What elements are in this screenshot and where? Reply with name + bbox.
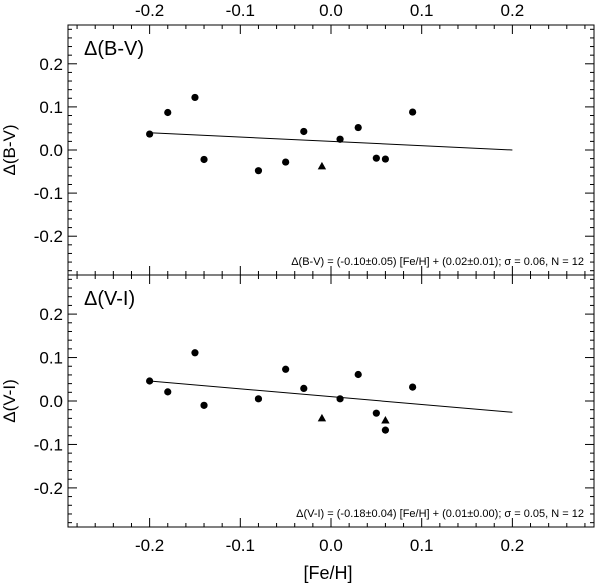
data-point-circle xyxy=(254,395,263,403)
data-point-circle xyxy=(146,130,154,138)
data-point-circle xyxy=(354,123,362,132)
data-point-circle xyxy=(200,155,208,164)
y-tick-label: 0.1 xyxy=(39,349,63,368)
data-point-circle xyxy=(164,108,172,117)
y-axis-label: Δ(B-V) xyxy=(0,124,19,175)
x-axis-label: [Fe/H] xyxy=(303,563,352,583)
data-point-circle xyxy=(409,383,417,391)
data-point-triangle xyxy=(381,416,390,424)
x-tick-label-top: -0.2 xyxy=(135,1,164,20)
y-tick-label: 0.0 xyxy=(39,141,63,160)
y-tick-label: -0.2 xyxy=(34,479,63,498)
panel-label: Δ(B-V) xyxy=(84,38,144,60)
data-point-circle xyxy=(381,426,390,434)
data-point-triangle xyxy=(317,413,327,422)
plot-frame xyxy=(67,24,595,276)
x-tick-label-bottom: -0.1 xyxy=(226,536,255,555)
data-point-circle xyxy=(282,158,290,166)
data-point-circle xyxy=(354,370,362,379)
data-point-circle xyxy=(300,384,308,392)
fit-annotation: Δ(B-V) = (-0.10±0.05) [Fe/H] + (0.02±0.0… xyxy=(291,256,584,268)
data-point-circle xyxy=(372,154,380,162)
data-point-circle xyxy=(164,388,172,396)
y-axis-label: Δ(V-I) xyxy=(0,379,19,422)
x-tick-label-top: 0.0 xyxy=(319,1,343,20)
y-tick-label: -0.2 xyxy=(34,227,63,246)
data-point-circle xyxy=(372,409,380,417)
fit-annotation: Δ(V-I) = (-0.18±0.04) [Fe/H] + (0.01±0.0… xyxy=(296,508,584,520)
x-tick-label-top: -0.1 xyxy=(226,1,255,20)
data-point-circle xyxy=(336,135,344,143)
x-tick-label-bottom: 0.1 xyxy=(410,536,434,555)
data-point-circle xyxy=(200,401,208,409)
y-tick-label: 0.0 xyxy=(39,392,63,411)
y-tick-label: -0.1 xyxy=(34,435,63,454)
x-tick-label-bottom: 0.0 xyxy=(319,536,343,555)
y-tick-label: 0.2 xyxy=(39,55,63,74)
panel-label: Δ(V-I) xyxy=(84,288,135,310)
panel-1: -0.2 -0.1 0.0 0.1 0.2 0.2 0.1 0.0 -0.1 -0.2 Δ(B-V)… xyxy=(0,1,595,276)
data-point-circle xyxy=(381,155,390,163)
fit-line xyxy=(149,380,513,413)
y-tick-label: 0.2 xyxy=(39,305,63,324)
data-point-circle xyxy=(191,349,199,357)
data-point-circle xyxy=(191,93,199,102)
fit-line xyxy=(149,132,513,151)
data-point-circle xyxy=(146,377,154,385)
x-tick-label-top: 0.1 xyxy=(410,1,434,20)
data-point-triangle xyxy=(317,161,327,170)
x-tick-label-bottom: -0.2 xyxy=(135,536,164,555)
y-tick-label: -0.1 xyxy=(34,184,63,203)
x-tick-label-top: 0.2 xyxy=(501,1,525,20)
x-tick-label-bottom: 0.2 xyxy=(501,536,525,555)
data-point-circle xyxy=(336,395,344,403)
data-point-circle xyxy=(300,127,308,136)
data-point-circle xyxy=(409,108,417,116)
plot-frame xyxy=(67,274,595,528)
y-tick-label: 0.1 xyxy=(39,98,63,117)
panel-2: -0.2 -0.1 0.0 0.1 0.2 0.2 0.1 0.0 -0.1 -0.2 Δ(V-I)… xyxy=(0,274,595,583)
data-point-circle xyxy=(254,167,263,175)
data-point-circle xyxy=(282,365,290,373)
